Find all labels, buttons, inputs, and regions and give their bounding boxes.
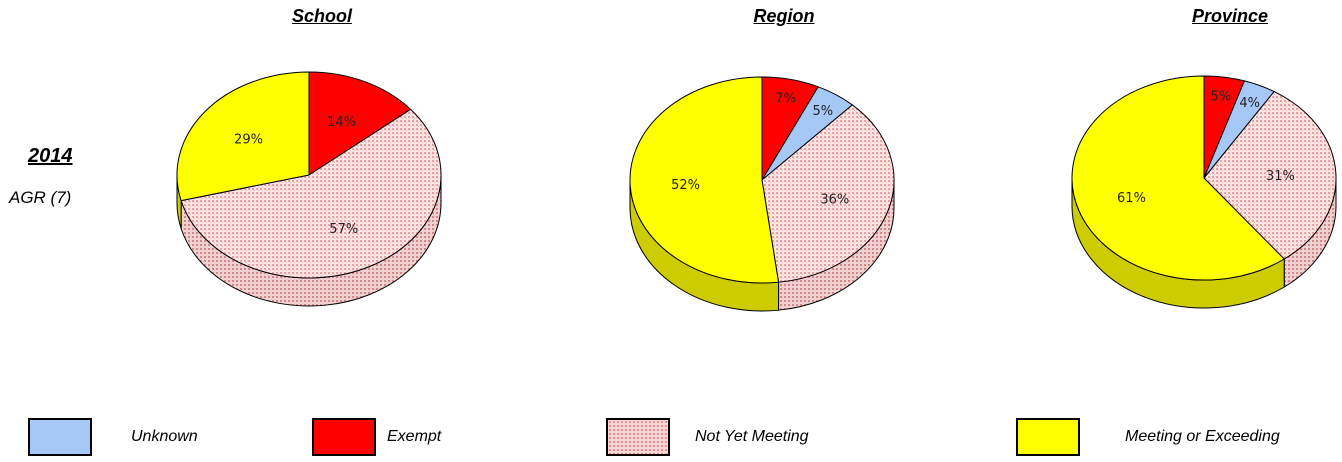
pie-slice-exempt — [308, 71, 412, 176]
pie-label-exempt: 7% — [775, 92, 796, 107]
pie-province: 5% 4% 31% 61% — [1071, 75, 1337, 309]
pie-slice-meeting — [629, 76, 780, 284]
pie-slice-meeting — [1071, 75, 1286, 281]
pie-label-meeting: 29% — [234, 132, 263, 147]
pie-label-meeting: 61% — [1117, 191, 1146, 206]
chart-title-school: School — [291, 6, 352, 26]
pie-slice-not-yet-meeting — [180, 108, 442, 279]
legend-label-unknown: Unknown — [131, 428, 198, 445]
pie-label-exempt: 5% — [1210, 89, 1231, 104]
pie-school: 14% 57% 29% — [176, 71, 442, 307]
legend-swatch-exempt — [312, 418, 376, 456]
pie-label-unknown: 4% — [1239, 96, 1260, 111]
pie-region: 7% 5% 36% 52% — [629, 76, 895, 312]
pie-slice-meeting — [176, 71, 310, 202]
pie-slice-not-yet-meeting — [1203, 90, 1337, 260]
legend-label-meeting-or-exceeding: Meeting or Exceeding — [1125, 428, 1280, 445]
pie-label-exempt: 14% — [327, 115, 356, 130]
legend-label-exempt: Exempt — [387, 428, 442, 445]
pie-slice-not-yet-meeting — [761, 104, 895, 283]
pie-label-unknown: 5% — [813, 104, 834, 119]
legend-label-not-yet-meeting: Not Yet Meeting — [695, 428, 809, 445]
pie-label-meeting: 52% — [671, 178, 700, 193]
chart-title-province: Province — [1191, 6, 1269, 26]
legend-swatch-meeting-or-exceeding — [1016, 418, 1080, 456]
legend-swatch-not-yet-meeting — [606, 418, 670, 456]
pie-label-not-yet-meeting: 31% — [1266, 169, 1295, 184]
row-subtitle-label: AGR (7) — [9, 188, 72, 207]
row-year-label: 2014 — [28, 145, 73, 167]
pie-label-not-yet-meeting: 57% — [329, 222, 358, 237]
legend-swatch-unknown — [28, 418, 92, 456]
chart-title-region: Region — [753, 6, 815, 26]
pie-label-not-yet-meeting: 36% — [820, 192, 849, 207]
